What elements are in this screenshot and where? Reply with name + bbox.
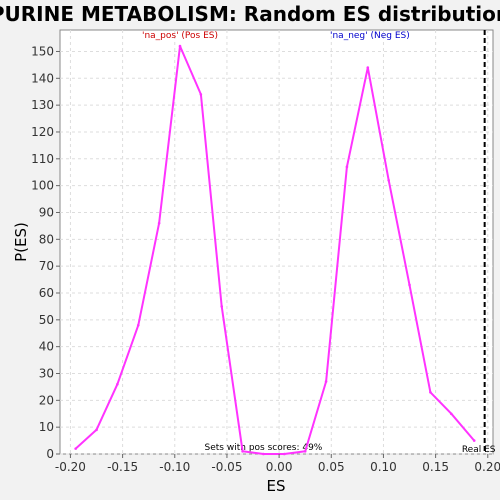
series-layer: Real ES: [74, 30, 496, 456]
annotation-text: Sets with pos scores: 49%: [205, 443, 323, 453]
y-tick-label: 10: [39, 420, 54, 434]
data-point: [74, 447, 77, 450]
data-point: [220, 305, 224, 308]
x-tick-label: 0.20: [474, 460, 500, 474]
data-point: [178, 44, 182, 48]
y-tick-label: 110: [31, 152, 54, 166]
x-tick-label: 0.05: [318, 460, 345, 474]
y-tick-label: 140: [31, 71, 54, 85]
data-point: [136, 323, 140, 327]
y-tick-label: 0: [46, 447, 54, 461]
y-tick-label: 90: [39, 205, 54, 219]
y-tick-label: 50: [39, 313, 54, 327]
data-point: [241, 450, 244, 453]
x-tick-label: -0.10: [159, 460, 190, 474]
annotations: 'na_pos' (Pos ES) 'na_neg' (Neg ES) Sets w…: [142, 31, 410, 453]
real-es-label: Real ES: [462, 445, 496, 455]
data-point: [345, 165, 349, 169]
x-tick-label: -0.05: [211, 460, 242, 474]
x-tick-label: -0.20: [55, 460, 86, 474]
series-line: [75, 45, 475, 455]
y-tick-label: 100: [31, 179, 54, 193]
data-point: [408, 283, 411, 287]
data-point: [366, 66, 370, 69]
y-tick-label: 30: [39, 366, 54, 380]
data-point: [449, 412, 453, 416]
data-point: [157, 221, 161, 225]
y-tick-label: 80: [39, 232, 54, 246]
x-tick-label: 0.15: [422, 460, 449, 474]
y-tick-label: 130: [31, 98, 54, 112]
x-tick-label: 0.00: [266, 460, 293, 474]
axes: 0 10 20 30 40 50 60 70 80 90 100 110 120 130 140 150 -0.…: [31, 44, 500, 474]
y-axis-label: P(ES): [12, 222, 30, 262]
chart-title: PURINE METABOLISM: Random ES distributio…: [0, 2, 500, 26]
data-point: [95, 428, 98, 432]
data-point: [472, 439, 476, 442]
y-tick-label: 150: [31, 44, 54, 58]
y-tick-label: 20: [39, 393, 54, 407]
data-point: [429, 390, 432, 394]
plot-area: [59, 29, 494, 455]
data-point: [262, 452, 265, 456]
y-tick-label: 40: [39, 340, 54, 354]
data-point: [387, 178, 390, 182]
x-axis-label: ES: [267, 477, 286, 495]
annotation-text: 'na_neg' (Neg ES): [330, 31, 410, 41]
data-point: [303, 450, 307, 453]
annotation-text: 'na_pos' (Pos ES): [142, 31, 218, 41]
data-point: [283, 452, 286, 456]
x-tick-label: 0.10: [370, 460, 397, 474]
x-tick-label: -0.15: [107, 460, 138, 474]
y-tick-label: 120: [31, 125, 54, 139]
y-tick-label: 60: [39, 286, 54, 300]
grid: [60, 30, 493, 455]
data-point: [199, 93, 203, 96]
data-point: [116, 382, 119, 386]
y-tick-label: 70: [39, 259, 54, 273]
data-point: [324, 380, 328, 383]
